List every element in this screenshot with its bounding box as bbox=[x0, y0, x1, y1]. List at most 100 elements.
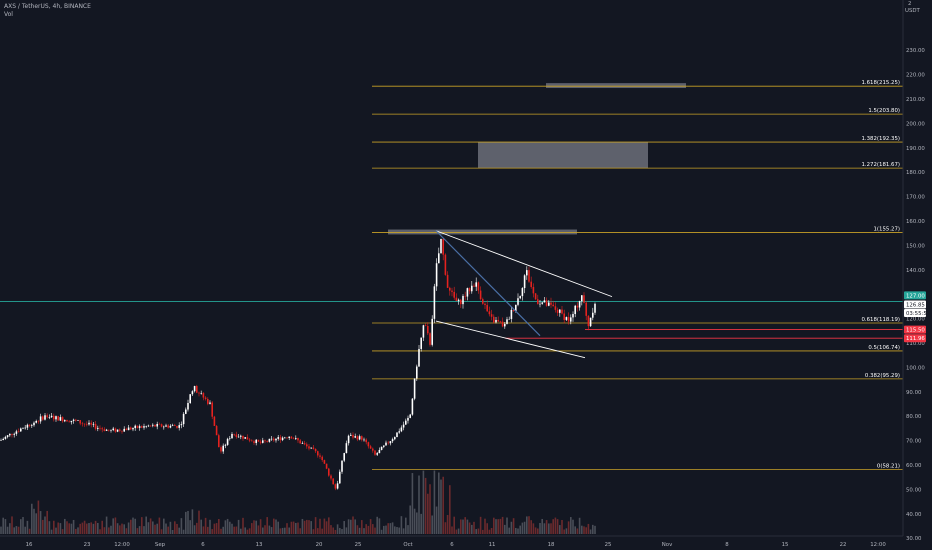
candle-body bbox=[200, 393, 202, 394]
volume-bar bbox=[204, 517, 207, 534]
candle-body bbox=[405, 420, 407, 425]
candle-body bbox=[297, 438, 299, 441]
price-tick-label: 50.00 bbox=[906, 487, 922, 493]
price-tick-label: 150.00 bbox=[906, 243, 925, 249]
volume-bar bbox=[215, 523, 218, 534]
candle-body bbox=[152, 424, 154, 426]
volume-bar bbox=[149, 518, 152, 534]
volume-bar bbox=[101, 520, 103, 534]
volume-bar bbox=[402, 528, 405, 534]
time-tick-label: Sep bbox=[155, 542, 166, 548]
volume-bar bbox=[270, 527, 273, 534]
price-tick-label: 120.00 bbox=[906, 317, 925, 323]
volume-indicator-label[interactable]: Vol bbox=[4, 11, 13, 18]
candles bbox=[0, 237, 596, 491]
candle-body bbox=[180, 424, 183, 426]
candle-body bbox=[136, 425, 139, 428]
candle-body bbox=[453, 291, 455, 298]
candle-body bbox=[583, 295, 585, 303]
candle-body bbox=[411, 398, 414, 415]
volume-bar bbox=[482, 529, 484, 534]
volume-bar bbox=[433, 470, 436, 534]
volume-bar bbox=[508, 527, 510, 534]
candle-body bbox=[165, 425, 167, 427]
volume-bar bbox=[141, 517, 143, 534]
candle-body bbox=[356, 436, 359, 440]
time-axis[interactable]: 16 23 12:00 Sep 6 13 20 25 Oct 6 11 18 25 Nov 8 15 22 12:… bbox=[26, 542, 887, 548]
volume-bar bbox=[361, 520, 363, 534]
price-tick-label: 80.00 bbox=[906, 414, 922, 420]
symbol-title[interactable]: AXS / TetherUS, 4h, BINANCE bbox=[4, 3, 91, 10]
volume-bar bbox=[277, 521, 279, 534]
candle-body bbox=[11, 433, 13, 435]
candle-body bbox=[31, 425, 33, 426]
volume-bar bbox=[411, 473, 414, 534]
candle-body bbox=[275, 438, 277, 441]
volume-bar bbox=[207, 526, 209, 534]
volume-bar bbox=[380, 529, 383, 534]
price-tick-label: 110.00 bbox=[906, 341, 925, 347]
volume-bar bbox=[165, 523, 167, 534]
candle-body bbox=[431, 318, 433, 345]
candle-body bbox=[198, 392, 200, 394]
volume-bar bbox=[81, 522, 84, 534]
volume-bar bbox=[251, 523, 253, 534]
candle-body bbox=[314, 448, 317, 452]
candle-body bbox=[299, 440, 301, 444]
red-level-tag-2: 111.96 bbox=[906, 336, 925, 342]
volume-bar bbox=[169, 521, 172, 534]
candle-body bbox=[301, 443, 304, 444]
candle-body bbox=[526, 270, 528, 276]
candle-body bbox=[178, 425, 180, 428]
candle-body bbox=[442, 239, 444, 255]
candle-body bbox=[543, 300, 546, 303]
candle-body bbox=[92, 423, 95, 425]
time-tick-label: 18 bbox=[548, 542, 555, 548]
volume-bar bbox=[160, 529, 163, 534]
volume-bar bbox=[262, 527, 264, 534]
volume-bar bbox=[28, 528, 31, 534]
volume-bar bbox=[321, 528, 323, 534]
volume-bar bbox=[105, 516, 108, 534]
last-price-tag-bg bbox=[904, 291, 926, 300]
candle-body bbox=[506, 319, 508, 324]
volume-bar bbox=[567, 521, 570, 534]
candle-body bbox=[504, 323, 506, 327]
volume-bar bbox=[147, 522, 150, 534]
volume-bar bbox=[83, 520, 86, 534]
volume-bar bbox=[266, 517, 268, 534]
volume-bar bbox=[235, 526, 238, 534]
volume-bar bbox=[356, 525, 359, 534]
candle-body bbox=[185, 409, 187, 414]
candle-body bbox=[193, 386, 196, 392]
candle-body bbox=[354, 436, 356, 438]
time-tick-label: 12:00 bbox=[870, 542, 886, 548]
candle-body bbox=[81, 423, 84, 425]
candle-body bbox=[532, 286, 535, 294]
volume-bar bbox=[451, 526, 453, 534]
volume-bar bbox=[31, 503, 33, 534]
volume-bar bbox=[453, 516, 455, 534]
volume-bar bbox=[541, 518, 543, 534]
candle-body bbox=[123, 428, 125, 432]
candle-body bbox=[391, 439, 394, 442]
candle-body bbox=[72, 419, 75, 421]
volume-bar bbox=[512, 518, 515, 534]
volume-bar bbox=[521, 522, 524, 534]
candle-body bbox=[336, 483, 339, 489]
volume-bar bbox=[24, 526, 26, 534]
volume-bar bbox=[77, 527, 79, 534]
cursor-price-tag-bg bbox=[904, 300, 926, 309]
candle-body bbox=[231, 433, 233, 439]
candle-body bbox=[108, 429, 110, 431]
price-axis[interactable]: 230.00220.00210.00200.00190.00180.00170.… bbox=[905, 1, 925, 542]
candle-body bbox=[561, 309, 563, 314]
candle-body bbox=[253, 441, 255, 443]
volume-bar bbox=[515, 527, 517, 534]
volume-bar bbox=[92, 523, 95, 534]
fib-levels: 1.618(215.25) 1.5(203.80) 1.382(192.35) 1.2… bbox=[372, 80, 903, 470]
red-level-tag-2-bg bbox=[904, 334, 926, 343]
volume-bar bbox=[185, 511, 187, 534]
candle-body bbox=[515, 304, 517, 312]
